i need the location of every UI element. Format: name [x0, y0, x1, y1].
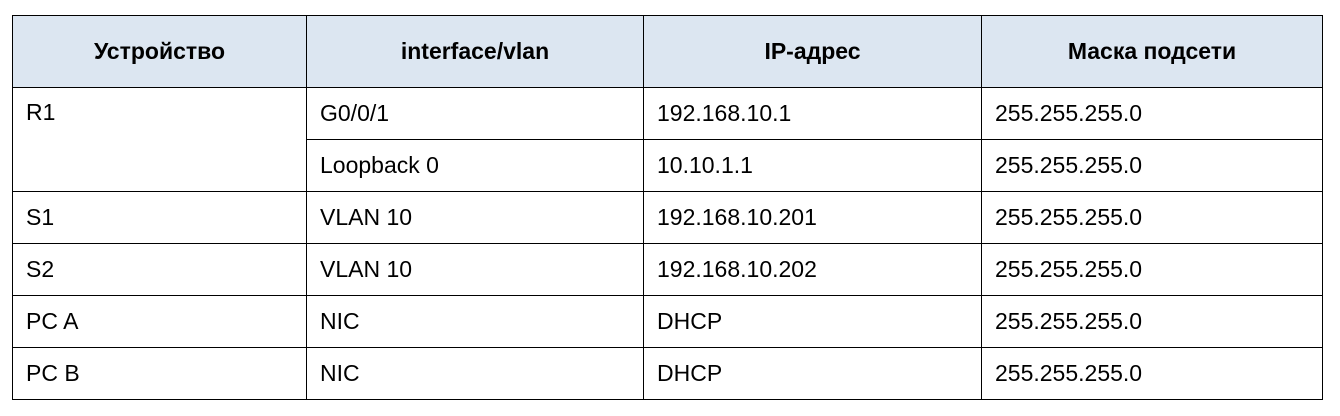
- cell-subnet-mask: 255.255.255.0: [981, 347, 1323, 400]
- table-row: Loopback 0 10.10.1.1 255.255.255.0: [13, 139, 1323, 192]
- cell-ip-address: DHCP: [643, 347, 982, 400]
- cell-ip-address: 192.168.10.201: [643, 191, 982, 244]
- cell-interface: NIC: [306, 295, 644, 348]
- cell-subnet-mask: 255.255.255.0: [981, 191, 1323, 244]
- cell-interface: VLAN 10: [306, 243, 644, 296]
- header-interface: interface/vlan: [306, 15, 644, 88]
- cell-device: S2: [12, 243, 307, 296]
- cell-device: R1: [12, 87, 307, 192]
- cell-ip-address: 192.168.10.1: [643, 87, 982, 140]
- cell-subnet-mask: 255.255.255.0: [981, 243, 1323, 296]
- header-subnet-mask: Маска подсети: [981, 15, 1323, 88]
- table-row: PC A NIC DHCP 255.255.255.0: [12, 295, 1323, 348]
- cell-interface: Loopback 0: [306, 139, 644, 192]
- addressing-table-container: Устройство interface/vlan IP-адрес Маска…: [12, 15, 1323, 400]
- table-header-row: Устройство interface/vlan IP-адрес Маска…: [12, 15, 1323, 88]
- cell-interface: NIC: [306, 347, 644, 400]
- header-device: Устройство: [12, 15, 307, 88]
- table-row: S2 VLAN 10 192.168.10.202 255.255.255.0: [12, 243, 1323, 296]
- cell-device: PC A: [12, 295, 307, 348]
- header-ip-address: IP-адрес: [643, 15, 982, 88]
- cell-ip-address: 10.10.1.1: [643, 139, 982, 192]
- cell-subnet-mask: 255.255.255.0: [981, 139, 1323, 192]
- cell-ip-address: DHCP: [643, 295, 982, 348]
- table-row: R1 G0/0/1 192.168.10.1 255.255.255.0: [12, 87, 1323, 192]
- cell-device: PC B: [12, 347, 307, 400]
- table-row: PC B NIC DHCP 255.255.255.0: [12, 347, 1323, 400]
- cell-subnet-mask: 255.255.255.0: [981, 87, 1323, 140]
- cell-device: S1: [12, 191, 307, 244]
- cell-interface: G0/0/1: [306, 87, 644, 140]
- cell-ip-address: 192.168.10.202: [643, 243, 982, 296]
- cell-interface: VLAN 10: [306, 191, 644, 244]
- addressing-table: Устройство interface/vlan IP-адрес Маска…: [12, 15, 1323, 400]
- cell-subnet-mask: 255.255.255.0: [981, 295, 1323, 348]
- table-row: S1 VLAN 10 192.168.10.201 255.255.255.0: [12, 191, 1323, 244]
